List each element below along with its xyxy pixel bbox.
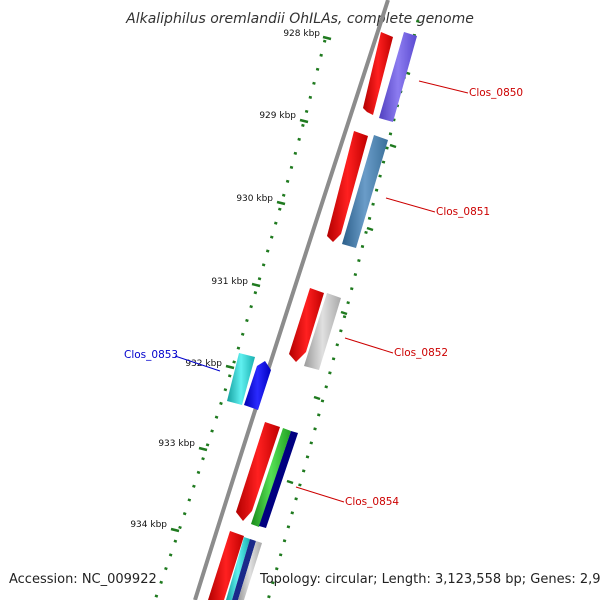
tick-mark (276, 200, 286, 206)
genome-backbone (193, 0, 390, 600)
gene-clos-0851[interactable] (327, 131, 388, 248)
leader-line (344, 337, 394, 354)
dash-mark (366, 226, 374, 232)
tick-label: 928 kbp (283, 29, 320, 39)
tick-label: 934 kbp (130, 520, 167, 530)
gene-label[interactable]: Clos_0852 (394, 347, 448, 359)
gene-feature (304, 293, 341, 370)
gene-feature (238, 541, 262, 600)
gene-label[interactable]: Clos_0851 (436, 206, 490, 218)
gene-feature (251, 428, 291, 527)
tick-mark (170, 527, 180, 533)
cds-feature (289, 288, 324, 362)
gene-clos-0853[interactable] (227, 353, 271, 410)
gene-clos-0854[interactable] (236, 422, 298, 528)
tick-label: 929 kbp (259, 111, 296, 121)
gene-label[interactable]: Clos_0850 (469, 87, 523, 99)
leader-line (385, 197, 436, 213)
gene-partial (208, 531, 262, 600)
gene-feature (227, 353, 255, 405)
gene-feature (232, 539, 256, 600)
map-title: Alkaliphilus oremlandii OhILAs, complete… (125, 11, 474, 27)
tick-mark (299, 118, 309, 124)
cds-feature (327, 131, 368, 242)
tick-label: 930 kbp (236, 194, 273, 204)
scale-tick-marks (170, 35, 332, 533)
dash-mark (313, 395, 321, 401)
dash-mark (286, 479, 294, 485)
topology-text: Topology: circular; Length: 3,123,558 bp… (260, 572, 600, 587)
cds-feature (208, 531, 244, 600)
gene-clos-0850[interactable] (363, 32, 417, 122)
dash-mark (389, 143, 397, 149)
gene-feature (259, 431, 298, 528)
leader-line (418, 80, 469, 94)
tick-mark (198, 446, 208, 452)
tick-mark (225, 364, 235, 370)
track-dash-marks (286, 70, 411, 485)
gene-label[interactable]: Clos_0854 (345, 496, 399, 508)
gene-label[interactable]: Clos_0853 (124, 349, 178, 361)
cds-feature (363, 32, 393, 115)
cds-feature (236, 422, 280, 521)
cds-feature (244, 361, 271, 410)
gene-feature (226, 537, 250, 600)
tick-mark (251, 282, 261, 288)
gene-feature (379, 32, 417, 122)
dash-mark (340, 310, 348, 316)
tick-label: 931 kbp (211, 277, 248, 287)
leader-line (174, 355, 221, 372)
accession-text: Accession: NC_009922 (9, 572, 157, 587)
tick-mark (322, 35, 332, 41)
tick-label: 933 kbp (158, 439, 195, 449)
gene-clos-0852[interactable] (289, 288, 341, 370)
gene-feature (342, 135, 388, 248)
leader-line (295, 486, 345, 503)
tick-label: 932 kbp (185, 359, 222, 369)
